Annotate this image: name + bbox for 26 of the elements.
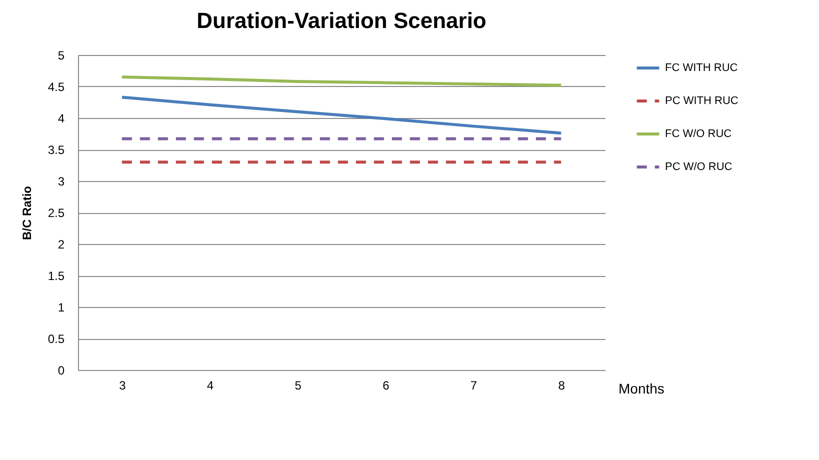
y-axis-title: B/C Ratio (20, 186, 34, 240)
legend-label: PC W/O RUC (665, 161, 732, 173)
y-tick-label: 1.5 (48, 269, 65, 283)
x-tick-label: 8 (558, 378, 566, 392)
x-tick-label: 4 (206, 378, 214, 392)
legend-label: FC WITH RUC (665, 62, 738, 74)
y-tick-label: 0 (58, 364, 65, 378)
y-tick-label: 5 (58, 48, 65, 62)
x-tick-label: 6 (382, 378, 390, 392)
y-tick-label: 2.5 (48, 206, 65, 220)
y-tick-label: 3.5 (48, 143, 65, 157)
legend-label: PC WITH RUC (665, 95, 738, 107)
x-tick-label: 7 (470, 378, 478, 392)
y-tick-label: 1 (58, 300, 65, 314)
legend-label: FC W/O RUC (665, 128, 732, 140)
x-tick-label: 5 (294, 378, 302, 392)
line-series (120, 76, 563, 87)
y-tick-label: 4.5 (48, 80, 65, 94)
y-tick-label: 2 (58, 238, 65, 252)
chart-title: Duration-Variation Scenario (196, 8, 486, 33)
x-tick-label: 3 (119, 378, 126, 392)
x-axis-title: Months (618, 380, 664, 396)
y-tick-label: 3 (58, 174, 65, 188)
y-tick-label: 4 (58, 112, 65, 126)
y-tick-label: 0.5 (48, 332, 65, 346)
line-series (120, 96, 563, 135)
